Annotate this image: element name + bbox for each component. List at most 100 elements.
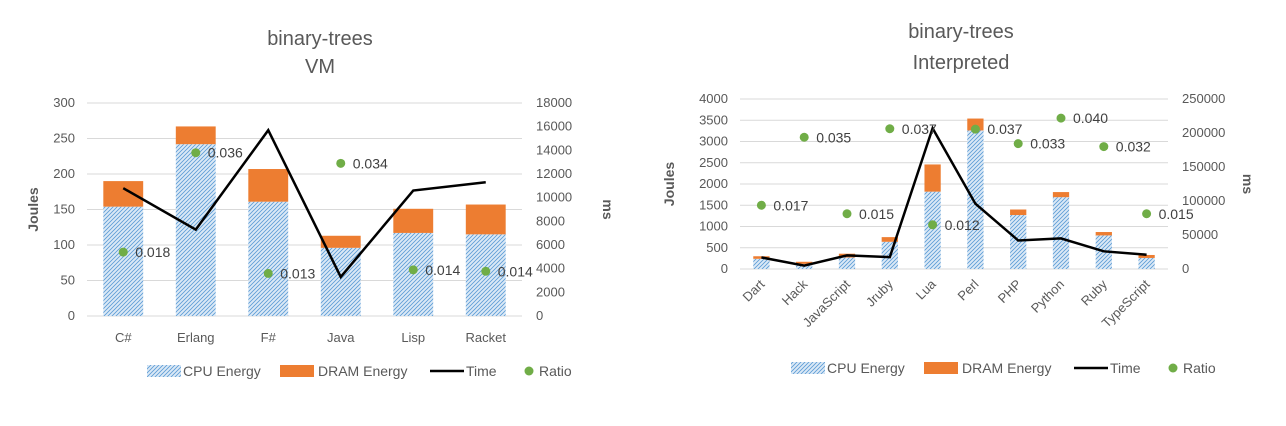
y-tick-label: 1000 [699, 219, 728, 234]
ratio-data-label: 0.014 [498, 263, 533, 279]
bar-dram-energy [1052, 192, 1070, 198]
ratio-point [481, 266, 491, 276]
legend-label: DRAM Energy [962, 360, 1051, 376]
bar-cpu-energy [320, 247, 361, 316]
legend-label: DRAM Energy [318, 363, 407, 379]
ratio-data-label: 0.035 [816, 129, 851, 145]
bar-cpu-energy [1052, 197, 1070, 269]
x-tick-label: Lua [913, 276, 939, 302]
bar-dram-energy [320, 235, 361, 248]
x-tick-label: F# [261, 330, 277, 345]
ratio-point [191, 148, 201, 158]
y-tick-label: 0 [721, 261, 728, 276]
chart-interpreted: binary-trees Interpreted 0 500 1000 1500 200… [661, 21, 1256, 376]
bar-dram-energy [248, 169, 289, 202]
ratio-data-label: 0.033 [1030, 136, 1065, 152]
ratio-data-label: 0.037 [987, 121, 1022, 137]
y-tick-label: 300 [53, 95, 75, 110]
bar-dram-energy [393, 208, 434, 233]
chart-title: binary-trees [267, 28, 373, 50]
y2-tick-label: 8000 [536, 213, 565, 228]
x-tick-label: Ruby [1078, 276, 1110, 308]
y2-tick-label: 6000 [536, 237, 565, 252]
y2-tick-label: 0 [1182, 261, 1189, 276]
bar-dram-energy [1010, 209, 1027, 216]
bar-dram-energy [796, 261, 813, 264]
y-tick-label: 150 [53, 202, 75, 217]
y-tick-label: 50 [61, 273, 75, 288]
x-tick-label: PHP [995, 277, 1025, 307]
y2-axis-title: ms [1240, 174, 1256, 194]
legend-label: Time [1110, 360, 1141, 376]
bar-cpu-energy [1010, 215, 1027, 269]
y2-tick-label: 14000 [536, 142, 572, 157]
chart-subtitle: Interpreted [913, 52, 1010, 74]
y2-tick-label: 2000 [536, 284, 565, 299]
bar-cpu-energy [838, 257, 856, 269]
legend-swatch-cpu [791, 362, 825, 374]
ratio-point [263, 268, 273, 278]
y-tick-label: 500 [706, 240, 728, 255]
ratio-point [842, 209, 852, 219]
ratio-point [756, 200, 766, 210]
ratio-data-label: 0.015 [859, 206, 894, 222]
ratio-data-label: 0.014 [425, 262, 460, 278]
ratio-data-label: 0.032 [1116, 139, 1151, 155]
ratio-data-label: 0.036 [208, 145, 243, 161]
chart-vm: binary-trees VM 0 50 100 150 200 250 300 0 2000 4… [25, 28, 616, 379]
ratio-point [928, 220, 938, 230]
bar-cpu-energy [248, 201, 289, 316]
bar-dram-energy [465, 204, 506, 235]
bar-cpu-energy [1138, 257, 1155, 269]
legend-label: CPU Energy [183, 363, 261, 379]
y-tick-label: 3500 [699, 112, 728, 127]
ratio-data-label: 0.018 [135, 244, 170, 260]
x-tick-label: Jruby [863, 276, 896, 309]
y2-tick-label: 4000 [536, 261, 565, 276]
y-tick-label: 250 [53, 131, 75, 146]
legend-label: Ratio [1183, 360, 1216, 376]
y-tick-label: 1500 [699, 197, 728, 212]
x-tick-label: Java [327, 330, 355, 345]
y2-tick-label: 16000 [536, 119, 572, 134]
ratio-point [1056, 113, 1066, 123]
bar-dram-energy [103, 181, 144, 207]
y-tick-label: 200 [53, 166, 75, 181]
bar-dram-energy [881, 237, 898, 242]
x-tick-label: Hack [779, 276, 811, 308]
legend-swatch-cpu [147, 365, 181, 377]
ratio-data-label: 0.015 [1159, 206, 1194, 222]
y2-tick-label: 0 [536, 308, 543, 323]
legend-swatch-ratio [524, 366, 534, 376]
y-axis-title: Joules [661, 162, 677, 207]
legend-label: Ratio [539, 363, 572, 379]
ratio-point [970, 124, 980, 134]
chart-subtitle: VM [305, 56, 335, 78]
y-axis-title: Joules [25, 187, 41, 232]
y2-tick-label: 50000 [1182, 227, 1218, 242]
ratio-data-label: 0.034 [353, 155, 388, 171]
legend-label: Time [466, 363, 497, 379]
ratio-point [799, 132, 809, 142]
legend-label: CPU Energy [827, 360, 905, 376]
bar-dram-energy [175, 126, 216, 145]
bar-cpu-energy [103, 206, 144, 316]
ratio-data-label: 0.012 [945, 217, 980, 233]
bar-cpu-energy [393, 232, 434, 316]
x-tick-label: Dart [740, 276, 768, 304]
ratio-data-label: 0.040 [1073, 110, 1108, 126]
ratio-point [1099, 142, 1109, 152]
bar-dram-energy [967, 118, 984, 131]
y2-tick-label: 18000 [536, 95, 572, 110]
ratio-point [1013, 139, 1023, 149]
y2-tick-label: 12000 [536, 166, 572, 181]
x-tick-label: Lisp [401, 330, 425, 345]
bar-dram-energy [1138, 254, 1155, 258]
legend-swatch-dram [280, 365, 314, 377]
y2-tick-label: 150000 [1182, 159, 1225, 174]
y2-axis-title: ms [600, 199, 616, 219]
y2-tick-label: 10000 [536, 190, 572, 205]
bar-cpu-energy [967, 130, 984, 269]
x-tick-label: Racket [466, 330, 507, 345]
